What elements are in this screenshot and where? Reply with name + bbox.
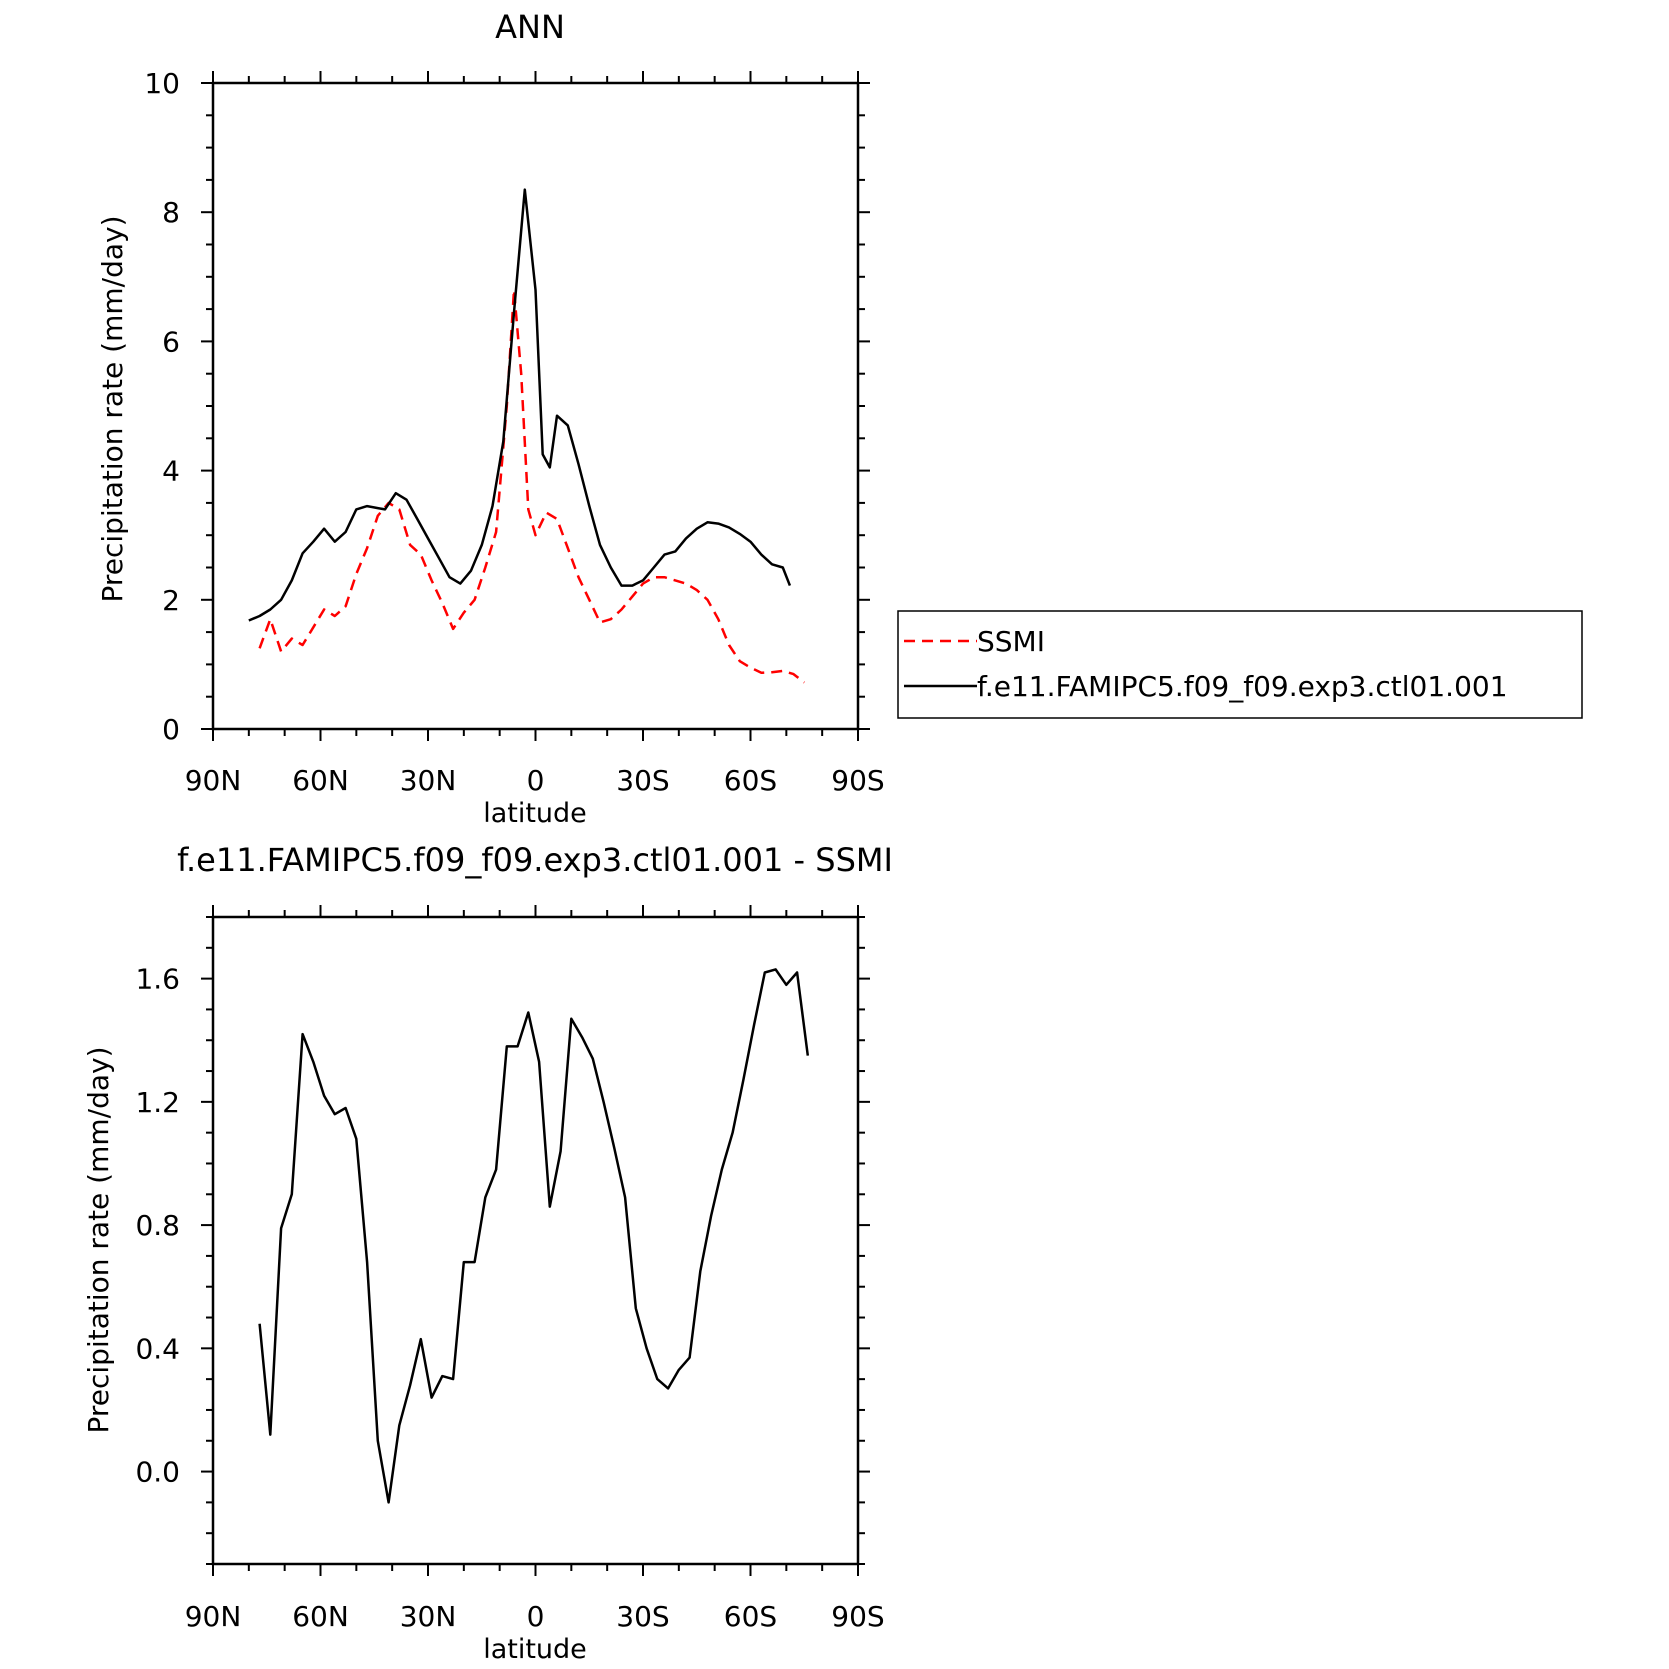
bottom-x-tick-labels: 90N 60N 30N 0 30S 60S 90S [185, 1600, 885, 1633]
x-tick-label: 90N [185, 1600, 242, 1633]
top-y-tick-labels: 0 2 4 6 8 10 [144, 67, 180, 746]
series-line-1 [248, 188, 792, 622]
x-tick-label: 30N [400, 1600, 457, 1633]
x-tick-label: 30N [400, 764, 457, 797]
y-tick-label: 1.6 [135, 963, 180, 996]
top-y-axis-label: Precipitation rate (mm/day) [96, 215, 129, 602]
y-tick-label: 8 [162, 196, 180, 229]
x-tick-label: 60N [292, 764, 349, 797]
legend-box [897, 610, 1583, 719]
y-tick-label: 6 [162, 325, 180, 358]
bottom-y-axis-label: Precipitation rate (mm/day) [82, 1046, 115, 1433]
y-tick-label: 10 [144, 67, 180, 100]
bottom-ticks [201, 905, 870, 1576]
bottom-y-tick-labels: 0.0 0.4 0.8 1.2 1.6 [135, 963, 180, 1489]
legend: SSMI f.e11.FAMIPC5.f09_f09.exp3.ctl01.00… [897, 610, 1583, 719]
x-tick-label: 30S [616, 1600, 669, 1633]
x-tick-label: 30S [616, 764, 669, 797]
y-tick-label: 1.2 [135, 1086, 180, 1119]
top-panel: ANN 90N 60N 30N 0 30S 60S 90S 0 2 4 6 8 10 latitude… [96, 8, 1583, 829]
y-tick-label: 0.4 [135, 1332, 180, 1365]
top-chart-title: ANN [495, 8, 565, 46]
bottom-x-axis-label: latitude [483, 1634, 587, 1665]
x-tick-label: 60N [292, 1600, 349, 1633]
x-tick-label: 90S [831, 764, 884, 797]
bottom-chart-title: f.e11.FAMIPC5.f09_f09.exp3.ctl01.001 - S… [177, 841, 893, 879]
y-tick-label: 0.0 [135, 1456, 180, 1489]
top-x-axis-label: latitude [483, 798, 587, 829]
legend-label-ssmi: SSMI [977, 625, 1045, 658]
legend-label-model: f.e11.FAMIPC5.f09_f09.exp3.ctl01.001 [977, 670, 1508, 703]
top-ticks [201, 71, 870, 741]
top-series [248, 188, 806, 684]
x-tick-label: 0 [527, 764, 545, 797]
bottom-panel: f.e11.FAMIPC5.f09_f09.exp3.ctl01.001 - S… [82, 841, 893, 1665]
x-tick-label: 90N [185, 764, 242, 797]
bottom-plot-frame [211, 915, 860, 1566]
y-tick-label: 2 [162, 584, 180, 617]
y-tick-label: 0.8 [135, 1209, 180, 1242]
y-tick-label: 4 [162, 455, 180, 488]
bottom-series [258, 968, 810, 1504]
y-tick-label: 0 [162, 713, 180, 746]
series-line-0 [258, 288, 806, 684]
top-x-tick-labels: 90N 60N 30N 0 30S 60S 90S [185, 764, 885, 797]
series-line-0 [258, 968, 810, 1504]
x-tick-label: 0 [527, 1600, 545, 1633]
x-tick-label: 60S [724, 764, 777, 797]
x-tick-label: 90S [831, 1600, 884, 1633]
x-tick-label: 60S [724, 1600, 777, 1633]
